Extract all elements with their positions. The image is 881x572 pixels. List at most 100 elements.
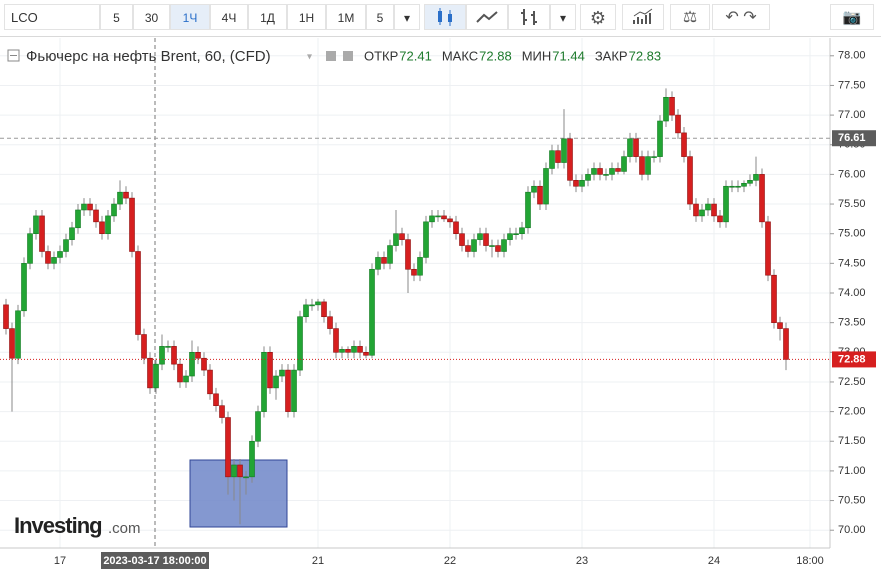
candle-body (255, 411, 261, 442)
candle-body (15, 310, 21, 359)
ohlc-label: ЗАКР (595, 48, 628, 63)
logo-suffix: .com (108, 520, 141, 537)
interval-button[interactable]: 1Д (248, 4, 287, 30)
dropdown-button[interactable]: ▾ (550, 4, 576, 30)
candle-body (453, 221, 459, 234)
candle-body (123, 191, 129, 199)
ohlc-label: МАКС (442, 48, 478, 63)
candles-button[interactable] (424, 4, 466, 30)
compare-button[interactable]: ⚖ (670, 4, 710, 30)
candle-body (351, 346, 357, 353)
interval-button[interactable]: 4Ч (210, 4, 248, 30)
candle-body (489, 245, 495, 247)
x-tick-label: 24 (708, 555, 720, 567)
candle-body (105, 215, 111, 234)
candle-body (657, 120, 663, 157)
y-tick-label: 72.50 (838, 376, 866, 388)
candle-body (237, 464, 243, 478)
y-tick-label: 75.00 (838, 228, 866, 240)
candle-body (747, 180, 753, 184)
candle-body (39, 215, 45, 252)
candle-body (399, 233, 405, 240)
indicators-button[interactable] (622, 4, 664, 30)
title-dropdown[interactable]: ▾ (307, 52, 312, 63)
candle-body (705, 203, 711, 211)
candle-body (549, 150, 555, 169)
crosshair-label-box (101, 552, 209, 569)
x-tick-label: 21 (312, 555, 324, 567)
settings-button[interactable]: ⚙ (580, 4, 616, 30)
candle-body (159, 346, 165, 365)
screenshot-button[interactable]: 📷 (830, 4, 874, 30)
candle-body (519, 227, 525, 234)
candle-body (375, 257, 381, 270)
candle-body (651, 156, 657, 158)
candle-body (285, 369, 291, 412)
candle-body (357, 346, 363, 353)
candle-body (783, 328, 789, 360)
candle-body (51, 257, 57, 264)
candle-body (735, 185, 741, 188)
candle-body (219, 405, 225, 418)
candle-body (225, 417, 231, 478)
chart-title: Фьючерс на нефть Brent, 60, (CFD) (26, 48, 271, 65)
dropdown-button[interactable]: ▾ (394, 4, 420, 30)
candle-body (423, 221, 429, 258)
ohlc-label: ОТКР (364, 48, 398, 63)
candle-body (387, 245, 393, 264)
undo-redo-button[interactable]: ↶ ↷ (712, 4, 770, 30)
interval-button[interactable]: 5 (100, 4, 133, 30)
symbol-input[interactable]: LCO (4, 4, 100, 30)
candle-body (543, 168, 549, 205)
last-price-label: 72.88 (838, 353, 866, 365)
candle-body (417, 257, 423, 276)
settings-icon[interactable] (343, 51, 353, 61)
candle-body (57, 251, 63, 258)
candle-body (153, 363, 159, 389)
y-tick-label: 73.50 (838, 317, 866, 329)
candle-body (561, 138, 567, 163)
y-tick-label: 77.50 (838, 79, 866, 91)
icon (438, 8, 452, 26)
candle-body (609, 168, 615, 175)
interval-button[interactable]: 1М (326, 4, 366, 30)
candle-body (465, 245, 471, 252)
candle-body (513, 233, 519, 235)
candle-body (231, 464, 237, 478)
crosshair-label: 2023-03-17 18:00:00 (103, 555, 206, 567)
candle-body (693, 203, 699, 217)
candle-body (555, 150, 561, 163)
candle-body (645, 156, 651, 175)
candle-body (435, 215, 441, 218)
y-tick-label: 70.00 (838, 524, 866, 536)
interval-button[interactable]: 1Н (287, 4, 326, 30)
ref-price-box (832, 130, 876, 147)
line-button[interactable] (466, 4, 508, 30)
candle-body (315, 301, 321, 306)
y-tick-label: 76.00 (838, 168, 866, 180)
candle-body (69, 227, 75, 240)
toolbar: LCO 5 30 1Ч 4Ч 1Д 1Н 1М 5 ▾ ▾ ⚙ ⚖ ↶ ↷ 📷 (0, 0, 881, 37)
eye-icon[interactable] (326, 51, 336, 61)
candle-body (627, 138, 633, 157)
candle-body (207, 369, 213, 395)
candle-body (273, 375, 279, 389)
y-tick-label: 72.00 (838, 406, 866, 418)
candle-body (537, 185, 543, 205)
candle-body (279, 369, 285, 377)
ohlc-value: 71.44 (552, 48, 585, 63)
candle-body (729, 185, 735, 188)
candle-body (321, 301, 327, 318)
candle-body (75, 209, 81, 229)
candle-body (327, 316, 333, 329)
bars-button[interactable] (508, 4, 550, 30)
candle-body (9, 328, 15, 359)
candle-body (27, 233, 33, 264)
candle-body (501, 239, 507, 252)
interval-button[interactable]: 1Ч (170, 4, 210, 30)
interval-button[interactable]: 30 (133, 4, 170, 30)
candle-body (195, 352, 201, 359)
interval-button[interactable]: 5 (366, 4, 394, 30)
candle-body (531, 185, 537, 193)
